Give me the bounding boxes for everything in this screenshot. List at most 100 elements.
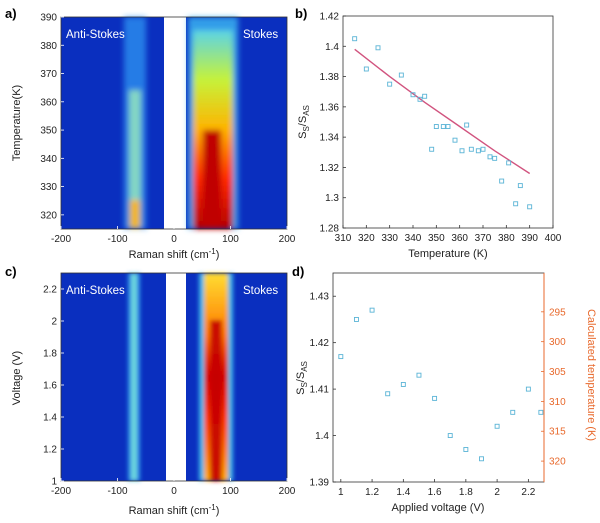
- heatmap-a-antistokes-label: Anti-Stokes: [66, 29, 125, 41]
- scatter-d: 1 1.2 1.4 1.6 1.8 2 2.2 1.39 1.4 1.41 1.42 1.43 295 3…: [295, 272, 597, 514]
- data-point: [517, 183, 523, 189]
- y-tick-label: 1.43: [310, 292, 330, 303]
- y2-tick-label: 295: [549, 307, 566, 318]
- data-point: [538, 409, 544, 415]
- data-point: [353, 316, 359, 322]
- heatmap-a-antistokes-hot: [130, 200, 140, 228]
- x-tick-label: 200: [279, 234, 296, 245]
- x-tick-label: 1.2: [365, 487, 379, 498]
- data-point: [385, 391, 391, 397]
- data-point: [422, 93, 428, 99]
- x-tick-label: -100: [107, 486, 127, 497]
- data-point: [475, 148, 481, 154]
- panel-label-c: c): [5, 264, 17, 279]
- data-point: [398, 72, 404, 78]
- y-tick-label: 350: [40, 126, 57, 137]
- x-tick-label: 380: [498, 233, 515, 244]
- x-tick-label: 0: [171, 486, 177, 497]
- heatmap-a-xlabel: Raman shift (cm-1): [129, 247, 220, 261]
- x-tick-label: 2.2: [521, 487, 535, 498]
- x-tick-label: 0: [171, 234, 177, 245]
- fit-line: [354, 48, 531, 175]
- data-point: [510, 409, 516, 415]
- data-point: [525, 386, 531, 392]
- heatmap-a: Anti-Stokes Stokes -200 -100 0 100 200 320 330…: [11, 13, 296, 262]
- data-point: [487, 154, 493, 160]
- y-tick-label: 390: [40, 13, 57, 24]
- y2-tick-label: 300: [549, 337, 566, 348]
- x-tick-label: -100: [107, 234, 127, 245]
- y-tick-label: 1.42: [320, 12, 340, 23]
- y-tick-label: 1.32: [320, 163, 340, 174]
- panel-label-b: b): [295, 6, 307, 21]
- x-tick-label: 1.6: [428, 487, 442, 498]
- x-tick-label: 100: [222, 486, 239, 497]
- data-point: [417, 96, 423, 102]
- data-point: [468, 146, 474, 152]
- x-tick-label: 1.8: [459, 487, 473, 498]
- data-point: [480, 146, 486, 152]
- data-point: [479, 456, 484, 462]
- data-point: [352, 36, 358, 42]
- data-point: [440, 124, 446, 129]
- heatmap-c-xlabel: Raman shift (cm-1): [129, 503, 220, 517]
- y-tick-label: 2: [51, 317, 57, 328]
- y-tick-label: 1.36: [320, 102, 340, 113]
- data-point: [459, 148, 465, 154]
- scatter-d-xlabel: Applied voltage (V): [392, 502, 485, 514]
- data-point: [400, 382, 406, 387]
- scatter-d-frame: [332, 272, 545, 483]
- x-tick-label: 370: [475, 233, 492, 244]
- data-point: [338, 354, 344, 360]
- x-tick-label: -200: [51, 234, 71, 245]
- y2-tick-label: 320: [549, 457, 566, 468]
- y-tick-label: 1.34: [320, 133, 340, 144]
- y-tick-label: 1.2: [43, 445, 57, 456]
- y-tick-label: 340: [40, 154, 57, 165]
- data-point: [433, 124, 439, 129]
- data-point: [432, 395, 438, 401]
- y-tick-label: 1.42: [310, 338, 330, 349]
- x-tick-label: -200: [51, 486, 71, 497]
- heatmap-c-antistokes-label: Anti-Stokes: [66, 285, 125, 297]
- data-point: [527, 204, 533, 210]
- y-tick-label: 1.4: [325, 42, 339, 53]
- heatmap-a-gap: [164, 17, 186, 229]
- y-tick-label: 1.28: [320, 224, 340, 235]
- y-tick-label: 1.41: [310, 385, 330, 396]
- y-tick-label: 330: [40, 182, 57, 193]
- x-tick-label: 1: [338, 487, 344, 498]
- data-point: [387, 81, 393, 87]
- data-point: [445, 124, 451, 129]
- data-point: [452, 137, 458, 143]
- data-point: [494, 423, 500, 429]
- y2-tick-label: 310: [549, 397, 566, 408]
- data-point: [492, 155, 498, 161]
- x-tick-label: 320: [358, 233, 375, 244]
- y-tick-label: 1.39: [310, 478, 330, 489]
- heatmap-a-stokes-label: Stokes: [243, 29, 278, 41]
- x-tick-label: 1.4: [396, 487, 410, 498]
- x-tick-label: 350: [428, 233, 445, 244]
- data-point: [410, 92, 416, 98]
- x-tick-label: 390: [521, 233, 538, 244]
- y2-tick-label: 315: [549, 427, 566, 438]
- y-tick-label: 1.8: [43, 349, 57, 360]
- y-tick-label: 1.4: [315, 431, 329, 442]
- scatter-b: 310 320 330 340 350 360 370 380 390 400 1.28 1.3 1.3…: [297, 12, 562, 261]
- y-tick-label: 360: [40, 97, 57, 108]
- heatmap-a-ylabel: Temperature(K): [11, 85, 23, 161]
- data-point: [416, 372, 422, 378]
- data-point: [463, 447, 469, 452]
- x-tick-label: 340: [405, 233, 422, 244]
- data-point: [363, 66, 369, 72]
- data-point: [506, 160, 512, 166]
- data-point: [375, 45, 381, 51]
- heatmap-c-stokes-label: Stokes: [243, 285, 278, 297]
- data-point: [499, 178, 505, 184]
- heatmap-c: Anti-Stokes Stokes -200 -100 0 100 200 1 1.2 1.…: [11, 272, 296, 517]
- panel-label-d: d): [292, 264, 304, 279]
- data-point: [369, 307, 375, 313]
- y-tick-label: 380: [40, 41, 57, 52]
- x-tick-label: 200: [279, 486, 296, 497]
